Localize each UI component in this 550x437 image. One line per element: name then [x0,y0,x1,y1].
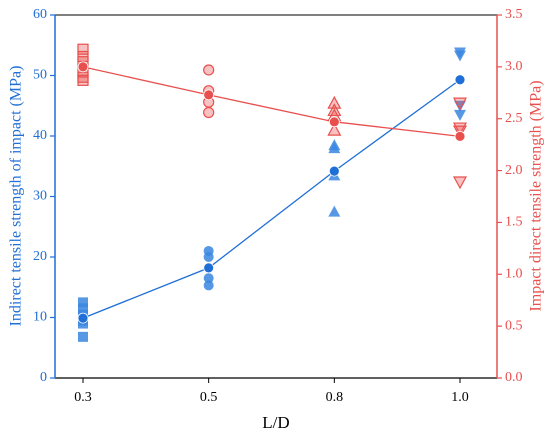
marker [328,205,341,217]
marker [77,74,89,86]
y2-tick-label: 1.0 [505,267,523,282]
y-tick-label: 60 [33,7,47,22]
y2-axis-label: Impact direct tensile strength (MPa) [528,80,545,311]
y-tick-label: 20 [33,249,47,264]
marker [78,331,88,342]
y-axis-label: Indirect tensile strength of impact (MPa… [8,66,25,327]
marker [203,280,214,291]
mean-point [454,74,466,86]
marker [78,297,88,308]
y2-tick-label: 2.0 [505,163,523,178]
marker [327,95,342,109]
y2-tick-label: 1.5 [505,215,523,230]
mean-point [77,61,89,73]
marker [78,303,88,314]
marker [454,50,466,62]
x-tick-label: 1.0 [451,390,469,405]
marker [78,318,88,329]
marker [203,106,215,119]
y2-tick-label: 2.5 [505,111,523,126]
y-tick-label: 10 [33,310,47,325]
mean-line [82,79,461,319]
marker [203,64,215,76]
mean-point [454,130,466,142]
x-axis-label: L/D [262,413,289,432]
y2-tick-label: 0.0 [505,370,523,385]
y-tick-label: 0 [40,370,47,385]
mean-point [328,165,340,177]
marker [327,122,342,136]
marker [454,109,466,121]
mean-point [77,312,89,324]
marker [328,142,341,154]
mean-point [328,116,340,128]
marker [77,43,89,55]
marker [203,252,214,262]
x-tick-label: 0.8 [326,390,344,405]
marker [452,176,468,190]
y2-tick-label: 3.0 [505,59,523,74]
y2-tick-label: 0.5 [505,318,523,333]
y-tick-label: 40 [33,128,47,143]
y-tick-label: 30 [33,189,47,204]
mean-point [203,262,215,274]
marker [203,273,214,284]
x-tick-label: 0.5 [200,390,218,405]
y-tick-label: 50 [33,68,47,83]
marker [452,97,468,111]
mean-point [203,89,215,101]
mean-line [82,66,461,137]
x-tick-label: 0.3 [74,390,92,405]
y2-tick-label: 3.5 [505,7,523,22]
